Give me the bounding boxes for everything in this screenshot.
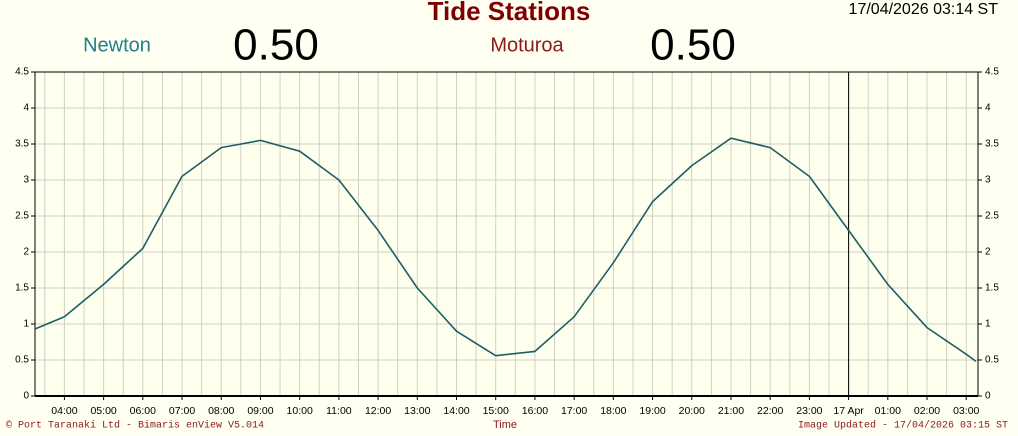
plot-area (35, 72, 978, 396)
x-tick-label: 18:00 (600, 405, 626, 417)
x-tick-label: 21:00 (718, 405, 744, 417)
y2-tick-label: 1 (985, 319, 991, 330)
x-tick-label: 12:00 (365, 405, 391, 417)
x-tick-label: 05:00 (90, 405, 116, 417)
x-tick-label: 23:00 (796, 405, 822, 417)
x-tick-label: 22:00 (757, 405, 783, 417)
y2-tick-label: 3.5 (985, 139, 999, 150)
x-axis-label: Time (493, 419, 517, 431)
y2-tick-label: 0 (985, 391, 991, 402)
x-tick-label: 07:00 (169, 405, 195, 417)
x-tick-label: 13:00 (404, 405, 430, 417)
x-tick-label: 19:00 (639, 405, 665, 417)
y2-tick-label: 3 (985, 175, 991, 186)
x-tick-label: 14:00 (443, 405, 469, 417)
y2-tick-label: 4.5 (985, 67, 999, 78)
timestamp: 17/04/2026 03:14 ST (849, 1, 999, 18)
y-tick-label: 1.5 (15, 283, 29, 294)
x-tick-label: 09:00 (247, 405, 273, 417)
y-tick-label: 3.5 (15, 139, 29, 150)
y2-tick-label: 4 (985, 103, 991, 114)
y-tick-label: 2 (23, 247, 29, 258)
y-tick-label: 4 (23, 103, 29, 114)
x-tick-label: 01:00 (875, 405, 901, 417)
x-tick-label: 16:00 (522, 405, 548, 417)
y-tick-label: 1 (23, 319, 29, 330)
x-tick-label: 08:00 (208, 405, 234, 417)
x-tick-label: 02:00 (914, 405, 940, 417)
station-reading: 0.50 (233, 21, 319, 70)
station-name: Moturoa (490, 34, 564, 56)
station-reading: 0.50 (650, 21, 736, 70)
y-tick-label: 4.5 (15, 67, 29, 78)
y2-tick-label: 0.5 (985, 355, 999, 366)
y2-tick-label: 1.5 (985, 283, 999, 294)
x-tick-label: 20:00 (679, 405, 705, 417)
x-tick-label: 17 Apr (833, 405, 864, 417)
tide-line (34, 137, 977, 363)
x-tick-label: 11:00 (326, 405, 352, 417)
station-name: Newton (83, 34, 151, 56)
y-tick-label: 0.5 (15, 355, 29, 366)
y2-tick-label: 2.5 (985, 211, 999, 222)
chart-title: Tide Stations (428, 0, 591, 26)
x-tick-label: 04:00 (51, 405, 77, 417)
x-tick-label: 10:00 (287, 405, 313, 417)
x-tick-label: 17:00 (561, 405, 587, 417)
updated: Image Updated - 17/04/2026 03:15 ST (798, 420, 1008, 432)
y-tick-label: 2.5 (15, 211, 29, 222)
copyright: © Port Taranaki Ltd - Bimaris enView V5.… (6, 420, 264, 432)
y2-tick-label: 2 (985, 247, 991, 258)
y-tick-label: 0 (23, 391, 29, 402)
y-tick-label: 3 (23, 175, 29, 186)
x-tick-label: 06:00 (130, 405, 156, 417)
x-tick-label: 15:00 (483, 405, 509, 417)
x-tick-label: 03:00 (953, 405, 979, 417)
